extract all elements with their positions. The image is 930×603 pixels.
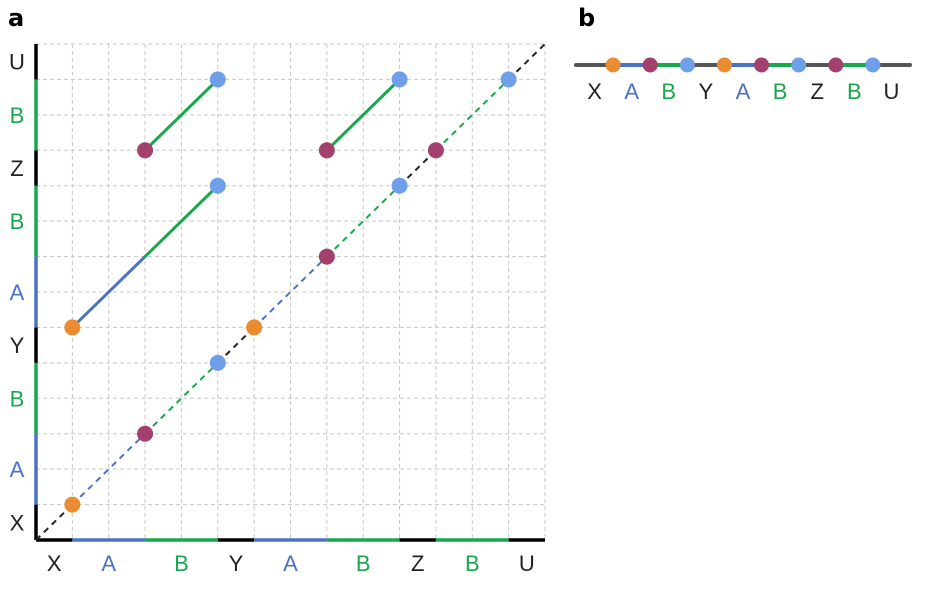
breakpoint-dot	[318, 248, 335, 265]
y-axis-label: Z	[10, 156, 23, 181]
diagonal-segment	[435, 78, 510, 152]
x-axis-label: A	[101, 551, 116, 576]
panel-b-label: b	[578, 4, 595, 32]
axes: X A B Y A B Z B U X A B Y A B Z B U	[9, 44, 545, 576]
strand-dot	[642, 57, 658, 73]
y-axis-label: A	[10, 280, 25, 305]
breakpoint-dot	[391, 71, 408, 88]
diagonal-segment	[35, 503, 74, 541]
match-segment	[325, 77, 402, 152]
main-diagonal	[35, 43, 546, 541]
breakpoint-dot	[500, 71, 517, 88]
breakpoint-dot	[209, 71, 226, 88]
breakpoint-dot	[209, 177, 226, 194]
breakpoint-dot	[64, 319, 81, 336]
match-segment	[143, 184, 220, 259]
strand-label: Z	[810, 79, 823, 104]
y-axis-label: B	[10, 386, 25, 411]
strand-dot	[865, 57, 881, 73]
y-axis-label: U	[9, 50, 25, 75]
strand-label: X	[587, 79, 602, 104]
grid	[36, 43, 546, 540]
x-axis-label: Y	[229, 551, 244, 576]
match-segment	[143, 77, 220, 152]
y-axis-label: X	[10, 510, 25, 535]
breakpoint-dot	[64, 496, 81, 513]
y-axis-label: B	[10, 209, 25, 234]
diagonal-segment	[507, 43, 546, 81]
x-axis-label: U	[519, 551, 535, 576]
strand-label: A	[736, 79, 751, 104]
strand-label: A	[624, 79, 639, 104]
strand-label: Y	[699, 79, 714, 104]
diagonal-segment	[144, 362, 219, 435]
dot-plot-panel: X A B Y A B Z B U X A B Y A B Z B U	[9, 43, 546, 576]
diagonal-segment	[71, 432, 146, 506]
strand-dot	[605, 57, 621, 73]
strand-label: B	[661, 79, 676, 104]
breakpoint-dot	[318, 142, 335, 159]
strand-dot	[791, 57, 807, 73]
strand-dot	[716, 57, 732, 73]
match-segments	[70, 77, 402, 329]
diagonal-segment	[253, 255, 328, 329]
breakpoint-dots	[64, 71, 517, 513]
strand-label: B	[847, 79, 862, 104]
match-segment	[70, 255, 147, 329]
strand-dot	[679, 57, 695, 73]
breakpoint-dot	[391, 177, 408, 194]
y-axis-label: B	[10, 103, 25, 128]
breakpoint-dot	[427, 142, 444, 159]
breakpoint-dot	[246, 319, 263, 336]
x-axis-label: B	[356, 551, 371, 576]
breakpoint-dot	[137, 142, 154, 159]
y-axis-label: A	[10, 457, 25, 482]
diagonal-segment	[398, 149, 437, 187]
breakpoint-dot	[137, 425, 154, 442]
x-axis-label: B	[465, 551, 480, 576]
x-axis-label: B	[174, 551, 189, 576]
strand-dot	[754, 57, 770, 73]
diagonal-segment	[326, 184, 401, 258]
y-axis-label: Y	[10, 333, 25, 358]
strand-dot	[828, 57, 844, 73]
strand-label: U	[883, 79, 899, 104]
panel-a-label: a	[8, 4, 24, 32]
strand-label: B	[773, 79, 788, 104]
x-axis-label: Z	[411, 551, 424, 576]
x-axis-label: X	[47, 551, 62, 576]
x-axis-label: A	[283, 551, 298, 576]
breakpoint-dot	[209, 354, 226, 371]
diagonal-segment	[217, 326, 255, 364]
